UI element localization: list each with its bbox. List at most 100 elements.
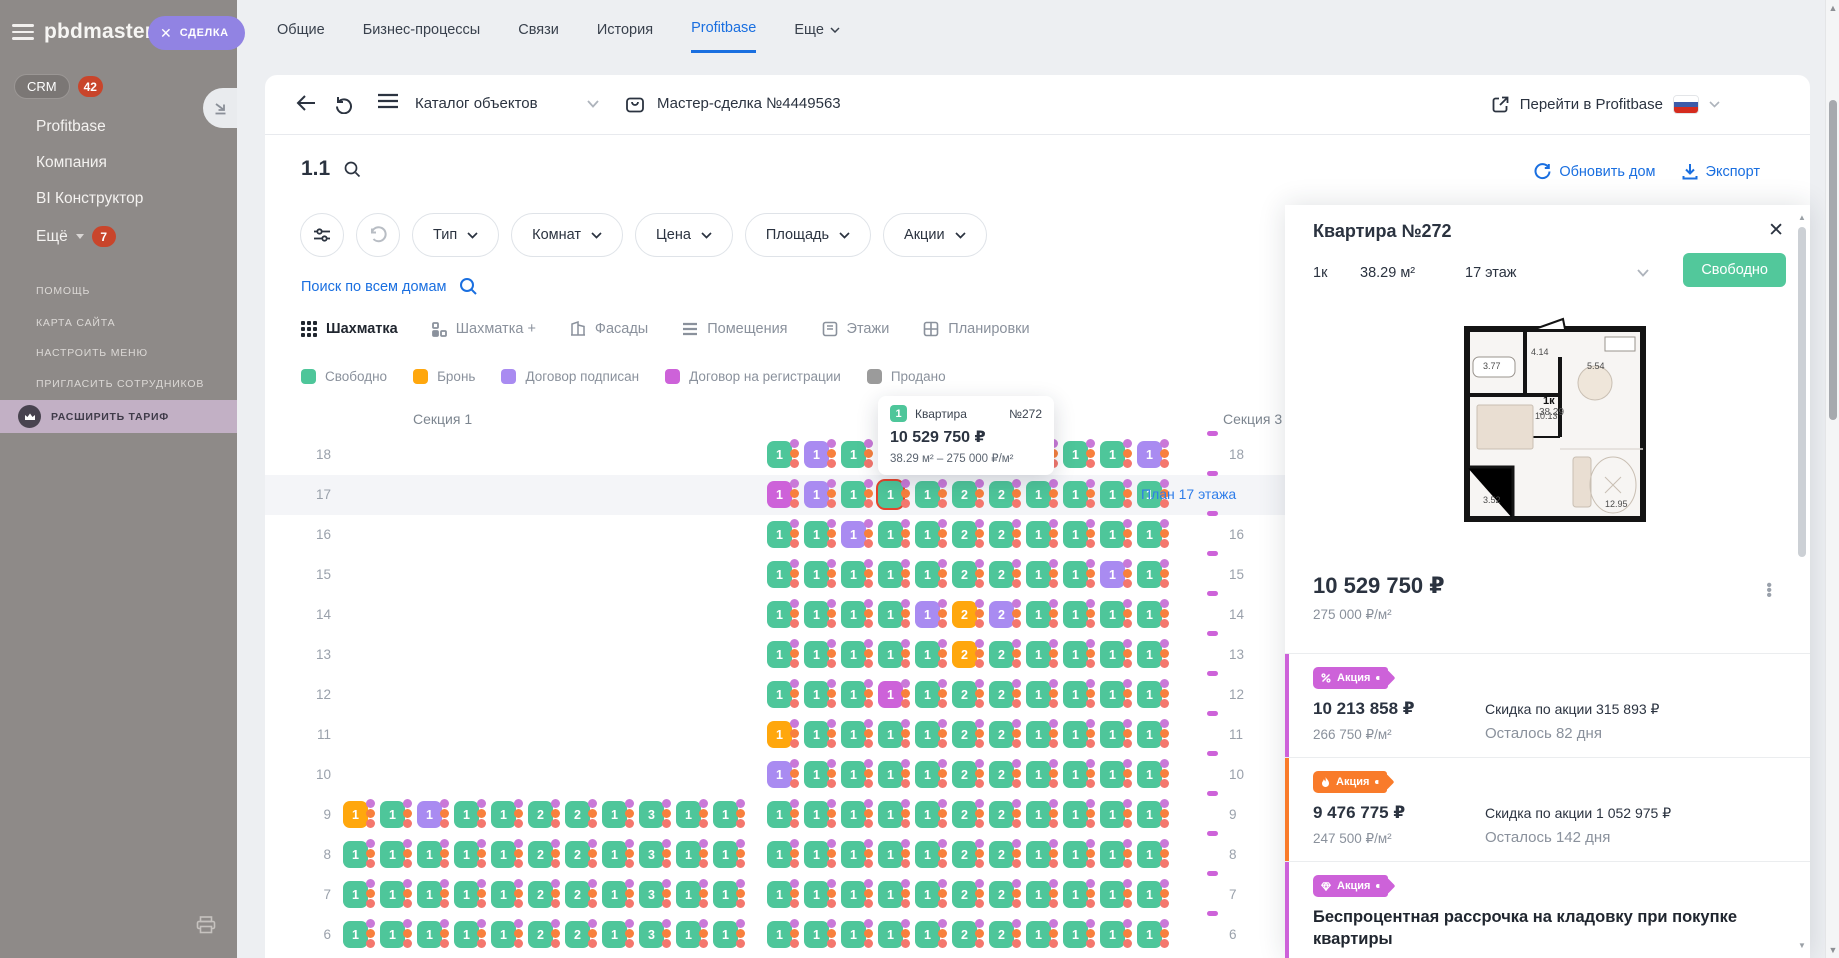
apartment-cell[interactable]: 1 [1137,881,1162,908]
tab-general[interactable]: Общие [277,20,325,53]
apartment-cell[interactable]: 1 [767,841,792,868]
apartment-cell[interactable]: 1 [1026,761,1051,788]
export-button[interactable]: Экспорт [1682,163,1760,180]
view-tab-facades[interactable]: Фасады [570,321,648,337]
upgrade-plan-button[interactable]: РАСШИРИТЬ ТАРИФ [0,400,237,433]
sidebar-link-invite[interactable]: ПРИГЛАСИТЬ СОТРУДНИКОВ [36,378,204,390]
apartment-cell[interactable]: 1 [1063,761,1088,788]
sidebar-item-profitbase[interactable]: Profitbase [36,118,106,136]
apartment-cell[interactable]: 1 [878,521,903,548]
apartment-cell[interactable]: 1 [1026,641,1051,668]
apartment-cell[interactable]: 3 [639,881,664,908]
apartment-cell[interactable]: 1 [1026,481,1051,508]
apartment-cell[interactable]: 1 [676,841,701,868]
chevron-down-icon[interactable] [1637,269,1649,277]
reset-filters-button[interactable] [356,213,400,257]
filter-promos[interactable]: Акции [883,213,987,257]
apartment-cell[interactable]: 1 [491,801,516,828]
tab-more[interactable]: Еще [794,20,840,53]
apartment-cell[interactable]: 1 [804,441,829,468]
apartment-cell[interactable]: 1 [602,881,627,908]
apartment-cell[interactable]: 2 [989,881,1014,908]
collapse-sidebar-button[interactable] [203,88,237,128]
apartment-cell[interactable]: 1 [915,561,940,588]
apartment-cell[interactable]: 1 [1137,561,1162,588]
apartment-cell[interactable]: 2 [565,801,590,828]
apartment-cell[interactable]: 1 [767,641,792,668]
apartment-cell[interactable]: 1 [841,561,866,588]
apartment-cell[interactable]: 1 [1063,881,1088,908]
apartment-cell[interactable]: 1 [841,881,866,908]
apartment-cell[interactable]: 1 [767,761,792,788]
apartment-cell[interactable]: 1 [767,561,792,588]
apartment-cell[interactable]: 1 [767,721,792,748]
apartment-cell[interactable]: 1 [1100,521,1125,548]
apartment-cell[interactable]: 2 [952,801,977,828]
apartment-cell[interactable]: 2 [528,881,553,908]
apartment-cell[interactable]: 1 [417,881,442,908]
apartment-cell[interactable]: 1 [1137,721,1162,748]
apartment-cell[interactable]: 1 [491,841,516,868]
apartment-cell[interactable]: 1 [1063,601,1088,628]
filter-rooms[interactable]: Комнат [511,213,623,257]
apartment-cell[interactable]: 1 [1063,801,1088,828]
apartment-cell[interactable]: 1 [804,841,829,868]
apartment-cell[interactable]: 1 [1137,641,1162,668]
apartment-cell[interactable]: 1 [454,841,479,868]
apartment-cell[interactable]: 1 [417,801,442,828]
apartment-cell[interactable]: 1 [1063,521,1088,548]
apartment-cell[interactable]: 2 [989,521,1014,548]
apartment-cell[interactable]: 1 [878,721,903,748]
catalog-selector[interactable]: Каталог объектов [415,95,538,112]
tab-processes[interactable]: Бизнес-процессы [363,20,481,53]
apartment-cell[interactable]: 1 [1063,641,1088,668]
apartment-cell[interactable]: 1 [841,481,866,508]
apartment-cell[interactable]: 1 [454,921,479,948]
apartment-cell[interactable]: 1 [676,881,701,908]
filter-type[interactable]: Тип [412,213,499,257]
sidebar-item-company[interactable]: Компания [36,154,107,172]
apartment-cell[interactable]: 1 [878,481,903,508]
apartment-cell[interactable]: 1 [767,521,792,548]
promo-card[interactable]: Акция 9 476 775 ₽ 247 500 ₽/м² Скидка по… [1285,757,1810,861]
apartment-cell[interactable]: 1 [841,801,866,828]
apartment-cell[interactable]: 1 [1026,721,1051,748]
apartment-cell[interactable]: 1 [343,881,368,908]
apartment-cell[interactable]: 1 [1026,841,1051,868]
apartment-cell[interactable]: 1 [713,801,738,828]
apartment-cell[interactable]: 1 [1026,601,1051,628]
apartment-cell[interactable]: 2 [952,921,977,948]
view-tab-floors[interactable]: Этажи [822,321,890,337]
apartment-cell[interactable]: 1 [1026,681,1051,708]
apartment-cell[interactable]: 1 [804,601,829,628]
apartment-cell[interactable]: 2 [952,561,977,588]
apartment-cell[interactable]: 2 [952,481,977,508]
apartment-cell[interactable]: 2 [989,481,1014,508]
apartment-cell[interactable]: 1 [767,881,792,908]
view-tab-premises[interactable]: Помещения [682,321,787,337]
apartment-cell[interactable]: 1 [1137,521,1162,548]
apartment-cell[interactable]: 2 [528,841,553,868]
apartment-cell[interactable]: 1 [915,721,940,748]
view-tab-layouts[interactable]: Планировки [923,321,1029,337]
apartment-cell[interactable]: 1 [878,681,903,708]
apartment-cell[interactable]: 1 [878,841,903,868]
apartment-cell[interactable]: 1 [915,841,940,868]
apartment-cell[interactable]: 2 [952,841,977,868]
promo-card[interactable]: Акция 10 213 858 ₽ 266 750 ₽/м² Скидка п… [1285,653,1810,757]
apartment-cell[interactable]: 1 [491,881,516,908]
tab-history[interactable]: История [597,20,653,53]
undo-icon[interactable] [333,93,354,114]
apartment-cell[interactable]: 1 [767,801,792,828]
apartment-cell[interactable]: 1 [804,481,829,508]
apartment-cell[interactable]: 1 [915,641,940,668]
apartment-cell[interactable]: 2 [989,561,1014,588]
apartment-cell[interactable]: 1 [878,881,903,908]
refresh-house-button[interactable]: Обновить дом [1534,163,1655,180]
apartment-cell[interactable]: 1 [804,881,829,908]
apartment-cell[interactable]: 1 [841,921,866,948]
apartment-cell[interactable]: 1 [454,801,479,828]
apartment-cell[interactable]: 1 [1100,561,1125,588]
apartment-cell[interactable]: 2 [952,881,977,908]
apartment-cell[interactable]: 1 [841,721,866,748]
